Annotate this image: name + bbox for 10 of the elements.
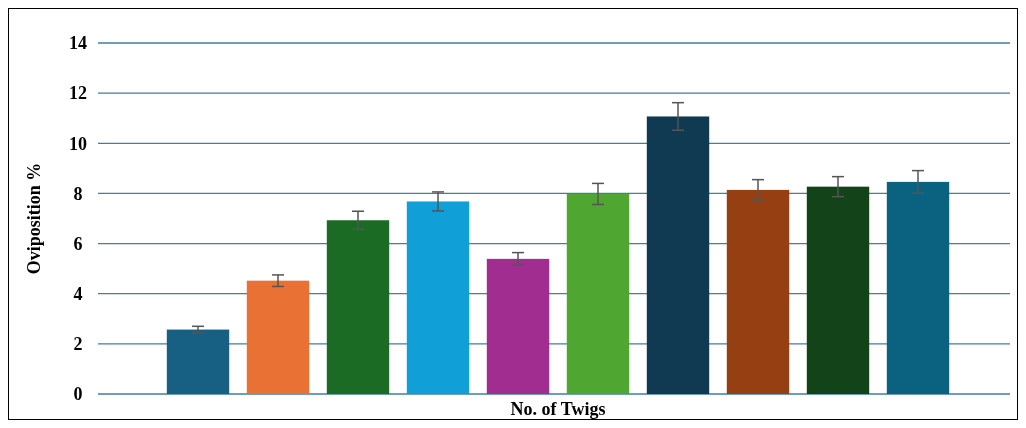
y-tick-label: 6 [73,233,83,254]
y-tick-label: 8 [73,183,83,204]
y-tick-label: 2 [73,334,83,355]
y-tick-label: 12 [69,83,87,104]
y-axis-title: Oviposition % [24,162,44,275]
y-tick-label: 4 [73,284,83,305]
y-tick-label: 10 [69,133,87,154]
y-tick-label: 14 [69,33,87,54]
x-axis-title: No. of Twigs [510,399,606,419]
y-tick-label: 0 [73,384,83,405]
